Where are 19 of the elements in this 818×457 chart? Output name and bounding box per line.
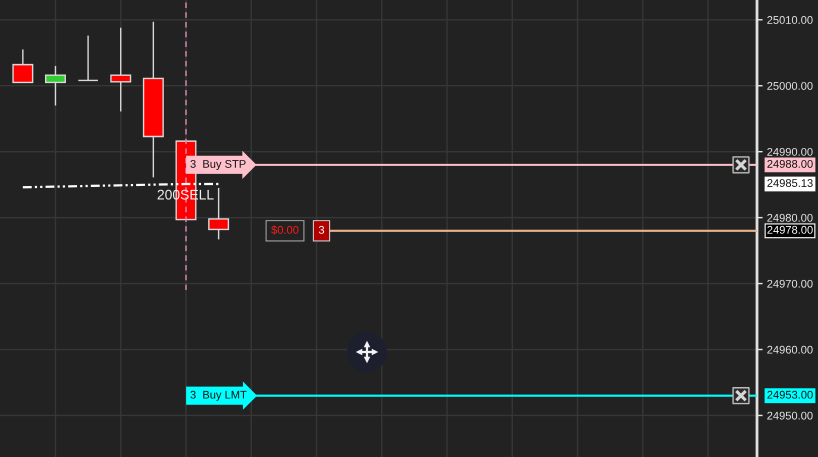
text: 24985.13 xyxy=(767,179,813,187)
y-tick-label: 24980.00 xyxy=(767,214,813,222)
y-tick-label: 25010.00 xyxy=(767,16,813,24)
candlestick xyxy=(12,48,34,84)
y-tick-label: 24990.00 xyxy=(767,148,813,156)
annotation: 3 Buy STP xyxy=(190,160,246,170)
candlestick xyxy=(110,27,132,112)
y-tick-label: 25000.00 xyxy=(767,82,813,90)
annotation: $0.00 xyxy=(271,225,298,234)
ref-line-label: 24988.00 xyxy=(767,160,813,168)
y-tick-label: 24950.00 xyxy=(767,412,813,420)
y-tick-label: 24970.00 xyxy=(767,280,813,288)
y-tick-label: 24960.00 xyxy=(767,346,813,354)
annotation: 3 xyxy=(318,226,324,234)
annotation: 3 Buy LMT xyxy=(190,390,247,401)
ref-line-label: 24953.00 xyxy=(767,390,813,399)
candlestick xyxy=(78,34,99,82)
candlestick xyxy=(44,65,66,106)
ref-line-label: 24978.00 xyxy=(767,226,813,234)
